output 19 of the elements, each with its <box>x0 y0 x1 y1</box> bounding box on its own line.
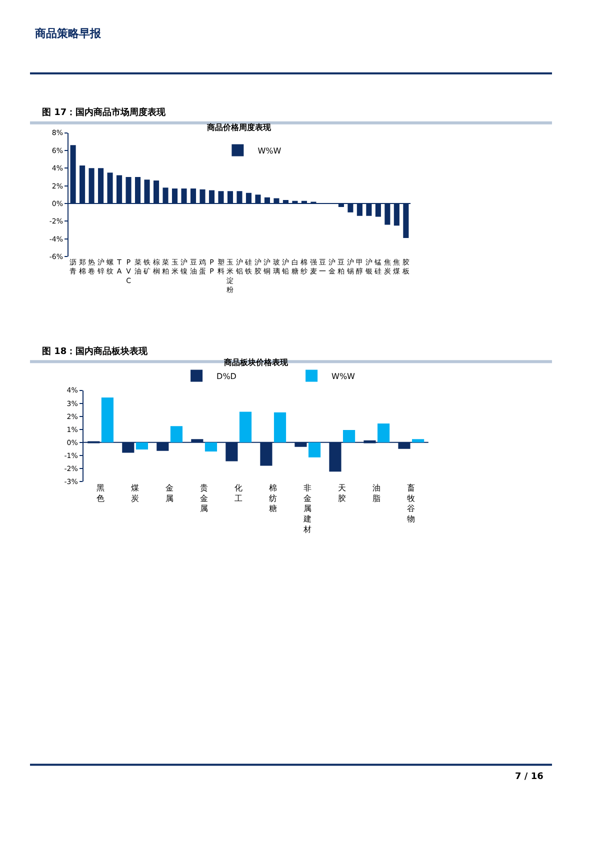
text: 商品策略早报 <box>34 27 102 40</box>
chart-title: 图 18：国内商品板块表现 <box>42 346 149 357</box>
x-tick-label: 金属 <box>166 483 174 503</box>
x-tick-label: 化工 <box>234 483 243 503</box>
x-tick-label: 煤炭 <box>131 483 140 503</box>
chart-subtitle: 商品价格周度表现 <box>206 122 272 132</box>
legend-label: W%W <box>258 146 282 156</box>
x-tick-label: 畜牧谷物 <box>407 483 416 524</box>
legend-label: W%W <box>332 372 356 381</box>
chart-subtitle: 商品板块价格表现 <box>223 357 289 367</box>
legend-label: D%D <box>216 372 236 381</box>
text: 7 / 16 <box>515 772 544 782</box>
x-tick-label: 天胶 <box>338 483 346 503</box>
x-tick-label: 贵金属 <box>200 483 208 514</box>
x-tick-label: 黑色 <box>96 483 105 503</box>
x-tick-label: 油脂 <box>372 483 381 503</box>
chart-title: 图 17：国内商品市场周度表现 <box>42 107 167 118</box>
x-tick-label: 非金属建材 <box>302 483 312 534</box>
x-tick-label: 棉纺糖 <box>269 483 278 514</box>
